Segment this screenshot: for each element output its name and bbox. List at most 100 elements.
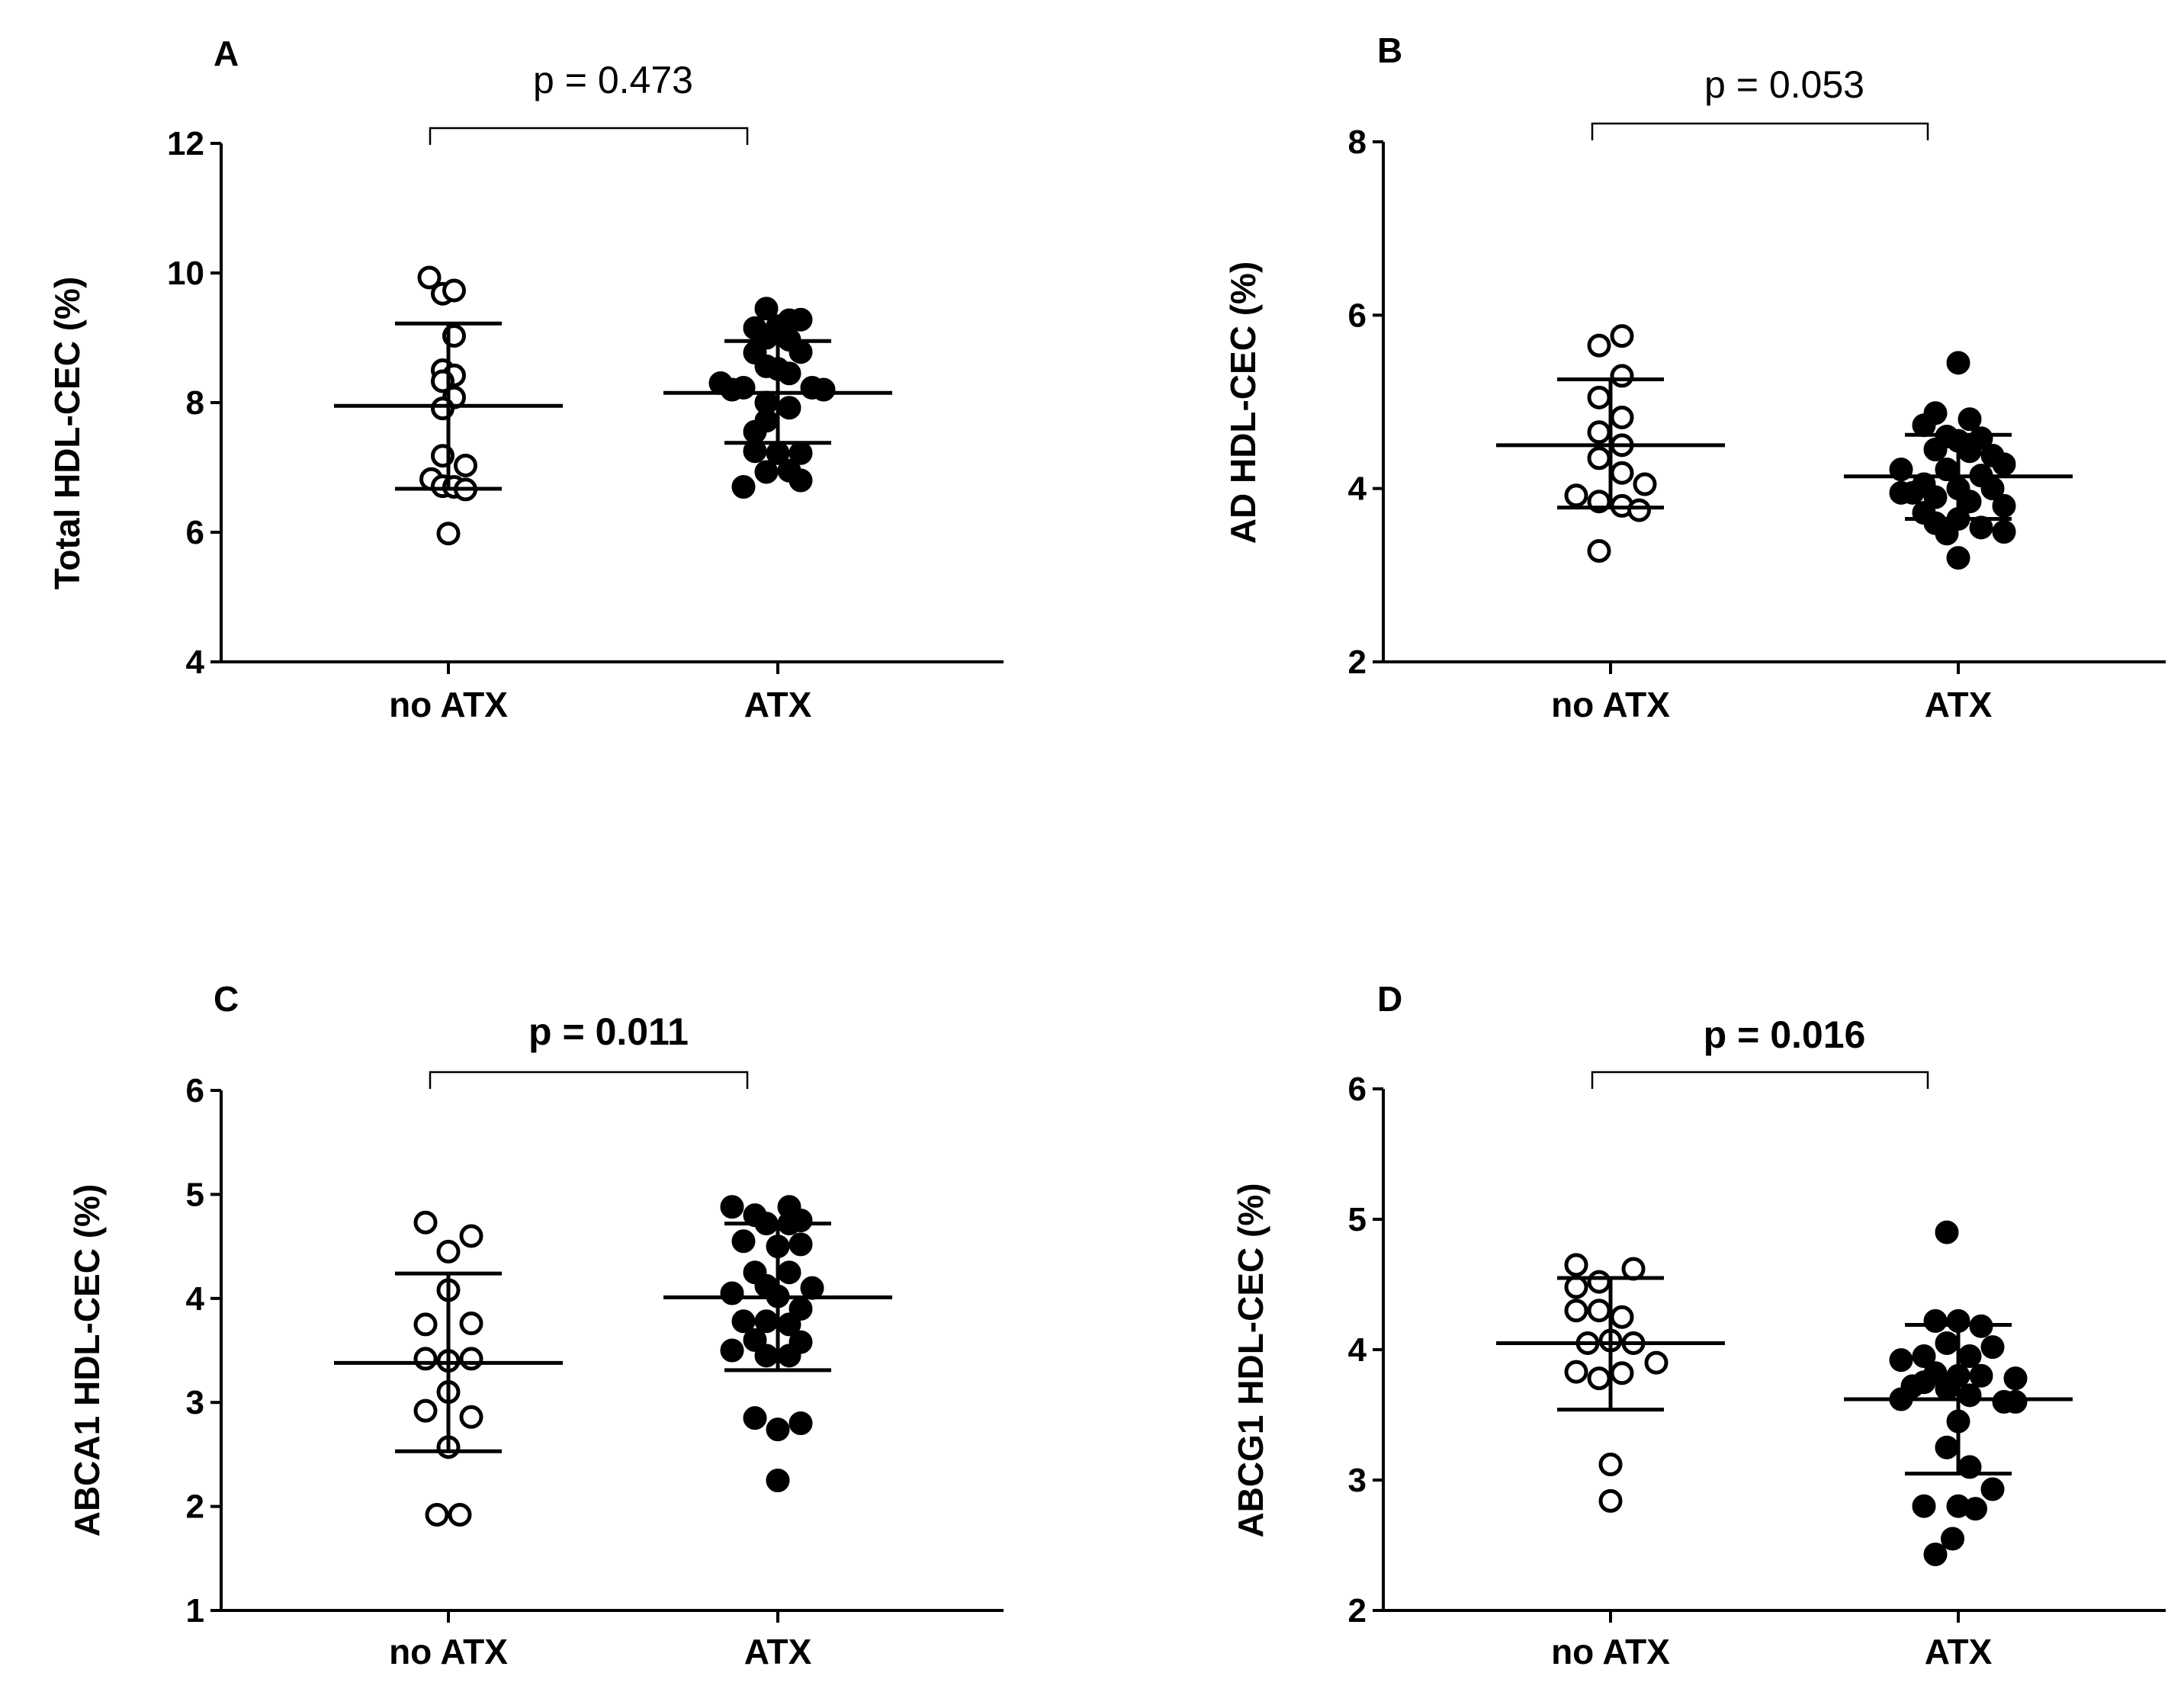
- significance-bracket: [429, 127, 749, 145]
- y-tick-label: 4: [1348, 1331, 1367, 1369]
- data-point-no-atx: [1564, 1360, 1588, 1384]
- data-point-atx: [1958, 439, 1982, 464]
- data-point-atx: [1912, 413, 1936, 438]
- data-point-no-atx: [1598, 1488, 1623, 1513]
- data-point-atx: [1935, 1376, 1959, 1401]
- panel-label: D: [1377, 979, 1402, 1019]
- data-point-atx: [788, 1411, 813, 1435]
- plot-area: 2 3 4 5 6: [1348, 1071, 2166, 1630]
- y-tick-label: 2: [1348, 644, 1367, 681]
- data-point-atx: [1969, 1363, 1993, 1388]
- panel-label: B: [1377, 31, 1402, 70]
- x-category-label-no-atx: no ATX: [1551, 1632, 1670, 1671]
- data-point-atx: [743, 1406, 767, 1430]
- y-tick-label: 8: [1348, 124, 1367, 161]
- data-point-no-atx: [1587, 1366, 1611, 1391]
- y-axis-title: ABCG1 HDL-CEC (%): [1231, 1183, 1270, 1537]
- data-point-atx: [720, 1281, 744, 1305]
- data-point-no-atx: [1621, 1257, 1646, 1281]
- data-point-no-atx: [459, 1312, 483, 1336]
- significance-bracket: [429, 1071, 749, 1089]
- data-point-no-atx: [1633, 472, 1657, 496]
- x-category-label-atx: ATX: [744, 1632, 812, 1671]
- y-tick-label: 8: [186, 384, 204, 422]
- x-category-label-atx: ATX: [1925, 685, 1993, 724]
- data-point-atx: [720, 1338, 744, 1363]
- data-point-atx: [2003, 1389, 2028, 1414]
- y-tick-label: 12: [167, 125, 204, 162]
- data-point-no-atx: [436, 522, 461, 546]
- p-value-label: p = 0.473: [533, 59, 693, 101]
- significance-bracket: [1591, 122, 1929, 140]
- y-tick-label: 3: [186, 1384, 204, 1421]
- data-point-atx: [1935, 1435, 1959, 1459]
- y-tick-label: 5: [1348, 1201, 1367, 1238]
- y-tick-label: 3: [1348, 1462, 1367, 1499]
- data-point-no-atx: [1587, 420, 1611, 445]
- data-point-no-atx: [1587, 446, 1611, 470]
- data-point-atx: [1958, 407, 1982, 432]
- data-point-no-atx: [1564, 483, 1588, 508]
- data-point-no-atx: [1610, 1305, 1634, 1329]
- y-tick-label: 6: [186, 514, 204, 551]
- data-point-atx: [731, 475, 756, 499]
- data-point-atx: [731, 1229, 756, 1254]
- data-point-atx: [811, 377, 836, 402]
- data-point-no-atx: [459, 1347, 483, 1371]
- data-point-atx: [788, 340, 813, 364]
- data-point-atx: [1900, 480, 1925, 505]
- data-point-atx: [1935, 1220, 1959, 1244]
- data-point-atx: [1992, 452, 2016, 477]
- data-point-atx: [1935, 1331, 1959, 1355]
- data-point-no-atx: [413, 1312, 438, 1337]
- data-point-no-atx: [417, 265, 442, 290]
- data-point-no-atx: [1610, 364, 1634, 388]
- data-point-atx: [1923, 1542, 1948, 1566]
- data-point-atx: [1923, 1308, 1948, 1333]
- data-point-no-atx: [425, 1503, 449, 1527]
- data-point-atx: [800, 1276, 824, 1300]
- panel-label: C: [214, 979, 239, 1019]
- y-tick-label: 10: [167, 255, 204, 292]
- y-tick-label: 4: [186, 1280, 205, 1318]
- data-point-atx: [788, 468, 813, 493]
- x-category-label-no-atx: no ATX: [389, 1632, 508, 1671]
- data-point-atx: [777, 396, 801, 420]
- data-point-atx: [766, 1469, 790, 1492]
- y-tick-label: 6: [1348, 1071, 1367, 1108]
- y-tick-label: 1: [186, 1592, 204, 1630]
- data-point-no-atx: [413, 1347, 438, 1371]
- y-axis-title: ABCA1 HDL-CEC (%): [67, 1184, 107, 1537]
- x-category-label-no-atx: no ATX: [389, 685, 508, 724]
- data-point-no-atx: [1587, 539, 1611, 564]
- data-point-atx: [777, 1344, 801, 1368]
- data-point-atx: [788, 307, 813, 332]
- data-point-atx: [1923, 485, 1948, 509]
- data-point-no-atx: [1644, 1350, 1669, 1375]
- data-point-atx: [1946, 546, 1970, 570]
- data-point-no-atx: [1564, 1275, 1588, 1299]
- y-tick-label: 4: [186, 644, 205, 681]
- data-point-no-atx: [1587, 1299, 1611, 1323]
- data-point-atx: [1923, 438, 1948, 462]
- data-point-atx: [788, 1232, 813, 1257]
- data-point-atx: [754, 1344, 779, 1368]
- x-category-label-atx: ATX: [744, 685, 812, 724]
- data-point-no-atx: [1627, 498, 1651, 522]
- data-point-atx: [743, 1328, 767, 1352]
- data-point-atx: [1980, 1335, 2005, 1360]
- plot-area: 1 2 3 4 5 6: [186, 1071, 1004, 1630]
- y-tick-label: 4: [1348, 470, 1367, 508]
- data-point-no-atx: [1610, 405, 1634, 429]
- data-point-no-atx: [1587, 1270, 1611, 1294]
- data-point-no-atx: [1587, 333, 1611, 358]
- data-point-no-atx: [1610, 324, 1634, 348]
- data-point-no-atx: [413, 1398, 438, 1423]
- data-point-no-atx: [454, 453, 477, 477]
- data-point-no-atx: [1587, 385, 1611, 409]
- data-point-atx: [1912, 1494, 1936, 1518]
- plot-area: 4 6 8 10 12: [167, 125, 1004, 681]
- data-point-atx: [1946, 351, 1970, 375]
- data-point-atx: [754, 1309, 779, 1334]
